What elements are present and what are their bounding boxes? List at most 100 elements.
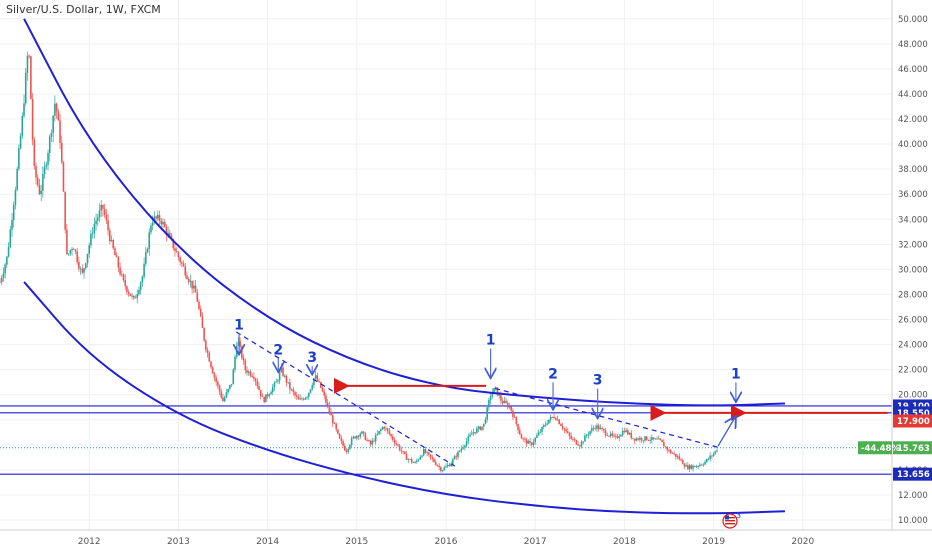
candle-body: [639, 437, 641, 440]
candle-body: [678, 456, 681, 460]
candle-body: [656, 438, 658, 440]
candle-body: [651, 437, 653, 441]
change-badge-bg: [858, 441, 892, 455]
candle-body: [635, 438, 638, 441]
candle-body: [229, 385, 231, 389]
candle-body: [457, 451, 459, 458]
candle-body: [556, 419, 559, 421]
candle-body: [126, 286, 128, 292]
candle-body: [412, 462, 415, 464]
candle-body: [122, 274, 125, 281]
x-tick-label: 2012: [78, 537, 101, 547]
candle-body: [194, 285, 197, 293]
candle-body: [162, 222, 164, 225]
candle-body: [587, 434, 590, 436]
y-tick-label: 50.000: [898, 15, 928, 25]
wave-label: 1: [234, 318, 244, 334]
candle-body: [0, 281, 1, 283]
candle-body: [359, 433, 362, 437]
candle-body: [74, 249, 77, 252]
candle-body: [12, 205, 15, 221]
candle-body: [307, 392, 310, 397]
candle-body: [292, 389, 295, 393]
candle-body: [11, 220, 13, 230]
dashed-trend-line: [494, 387, 719, 448]
candle-body: [57, 111, 60, 121]
wave-label: 3: [307, 350, 317, 366]
candle-body: [422, 449, 425, 456]
candle-body: [700, 464, 703, 466]
candle-body: [227, 388, 229, 393]
candle-body: [687, 465, 689, 470]
y-tick-label: 46.000: [898, 65, 928, 75]
candle-body: [143, 263, 145, 277]
candle-body: [609, 433, 612, 437]
lower-channel-curve: [23, 281, 785, 515]
candle-body: [222, 397, 224, 402]
candle-body: [455, 456, 458, 458]
candle-body: [93, 224, 96, 234]
candle-body: [54, 103, 56, 116]
candle-body: [299, 398, 301, 400]
y-tick-label: 42.000: [898, 115, 928, 125]
change-badge: -44.48%: [861, 444, 900, 454]
y-tick-label: 36.000: [898, 190, 928, 200]
y-tick-label: 40.000: [898, 140, 928, 150]
candle-body: [309, 389, 312, 393]
candle-body: [254, 378, 257, 382]
candle-body: [589, 431, 591, 435]
candle-body: [193, 285, 195, 289]
y-tick-label: 24.000: [898, 341, 928, 351]
candle-body: [129, 293, 132, 296]
candle-body: [198, 301, 200, 309]
candle-body: [597, 425, 600, 430]
candle-body: [366, 440, 368, 441]
candle-body: [253, 376, 255, 379]
candle-body: [584, 435, 586, 442]
candle-body: [625, 430, 627, 433]
candle-body: [482, 423, 485, 427]
candle-body: [388, 430, 391, 435]
candle-body: [145, 252, 147, 264]
candle-body: [606, 434, 609, 436]
candle-body: [486, 407, 488, 420]
candle-body: [103, 208, 106, 215]
candle-body: [105, 214, 108, 221]
candle-body: [536, 435, 538, 438]
candle-body: [472, 432, 475, 434]
candle-body: [666, 446, 669, 451]
candle-body: [270, 392, 272, 395]
candle-body: [9, 229, 12, 248]
candle-body: [81, 268, 84, 273]
candle-body: [652, 437, 655, 439]
candle-body: [594, 428, 597, 429]
candle-body: [343, 445, 346, 451]
candle-body: [205, 340, 207, 350]
candle-body: [453, 456, 456, 460]
candle-body: [349, 445, 351, 449]
candle-body: [158, 214, 161, 221]
candle-body: [45, 164, 48, 167]
candle-body: [36, 177, 39, 186]
candle-body: [541, 426, 543, 432]
candle-body: [534, 437, 536, 443]
candle-body: [206, 349, 209, 353]
candle-body: [440, 467, 442, 471]
candle-body: [163, 222, 166, 227]
candle-body: [181, 262, 183, 264]
candle-body: [18, 148, 20, 169]
candle-body: [693, 465, 696, 467]
candle-body: [362, 431, 365, 434]
candle-body: [402, 451, 404, 452]
candle-body: [515, 417, 518, 424]
candle-body: [575, 439, 578, 445]
candle-body: [488, 400, 490, 408]
candle-body: [311, 385, 313, 390]
candle-body: [704, 461, 706, 465]
candle-body: [114, 248, 116, 256]
candle-body: [90, 233, 92, 246]
y-tick-label: 22.000: [898, 366, 928, 376]
candle-body: [318, 380, 320, 382]
candle-body: [179, 257, 181, 263]
candle-body: [669, 450, 672, 454]
